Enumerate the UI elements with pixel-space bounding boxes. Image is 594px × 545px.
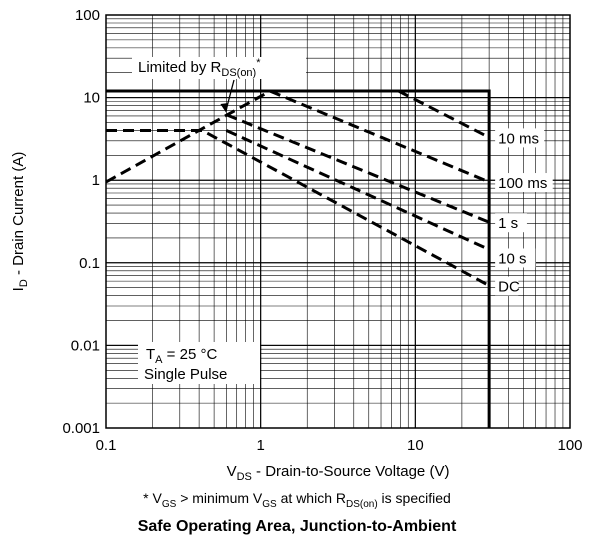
series-line bbox=[269, 89, 490, 184]
ta-label: TA = 25 °C bbox=[146, 346, 217, 366]
y-axis-label: ID - Drain Current (A) bbox=[10, 152, 30, 292]
boundary-line bbox=[106, 89, 491, 428]
series-label-bg bbox=[495, 213, 527, 233]
soa-boundary bbox=[106, 89, 491, 428]
x-tick-label: 1 bbox=[256, 437, 264, 454]
y-tick-label: 10 bbox=[83, 90, 100, 107]
limited-by-label-bg bbox=[132, 57, 306, 79]
series-label-bg bbox=[495, 276, 519, 296]
limited-by-label: Limited by RDS(on)* bbox=[138, 57, 261, 79]
conditions-box-bg bbox=[138, 342, 260, 384]
series-label: DC bbox=[498, 279, 520, 296]
series-line bbox=[225, 129, 490, 251]
limited-by-arrowhead bbox=[220, 103, 229, 114]
series-group bbox=[105, 89, 490, 287]
y-tick-label: 100 bbox=[75, 7, 100, 24]
y-tick-label: 0.001 bbox=[62, 420, 100, 437]
series-label: 1 s bbox=[498, 215, 518, 232]
y-tick-label: 1 bbox=[92, 172, 100, 189]
series-label: 100 ms bbox=[498, 175, 547, 192]
footnote: * VGS > minimum VGS at which RDS(on) is … bbox=[143, 490, 451, 510]
series-label-bg bbox=[495, 248, 536, 268]
plot-area bbox=[105, 14, 571, 429]
series-label-bg bbox=[495, 173, 553, 193]
x-tick-label: 100 bbox=[557, 437, 582, 454]
y-tick-label: 0.01 bbox=[71, 337, 100, 354]
soa-chart: 0.1 1 10 100 0.001 0.01 0.1 1 10 100 Limited by R… bbox=[10, 7, 583, 483]
series-line bbox=[105, 89, 271, 184]
x-tick-label: 10 bbox=[407, 437, 424, 454]
series-label: 10 ms bbox=[498, 130, 539, 147]
series-labels: 10 ms 100 ms 1 s 10 s DC bbox=[495, 128, 553, 296]
series-line bbox=[225, 113, 490, 224]
single-pulse-label: Single Pulse bbox=[144, 366, 227, 383]
chart-title: Safe Operating Area, Junction-to-Ambient bbox=[137, 518, 457, 535]
x-axis-label: VDS - Drain-to-Source Voltage (V) bbox=[227, 463, 450, 483]
series-label-bg bbox=[495, 128, 545, 148]
axis-ticks: 0.1 1 10 100 0.001 0.01 0.1 1 10 100 bbox=[62, 7, 582, 454]
series-label: 10 s bbox=[498, 250, 526, 267]
y-tick-label: 0.1 bbox=[79, 255, 100, 272]
series-line bbox=[106, 129, 490, 287]
x-tick-label: 0.1 bbox=[96, 437, 117, 454]
